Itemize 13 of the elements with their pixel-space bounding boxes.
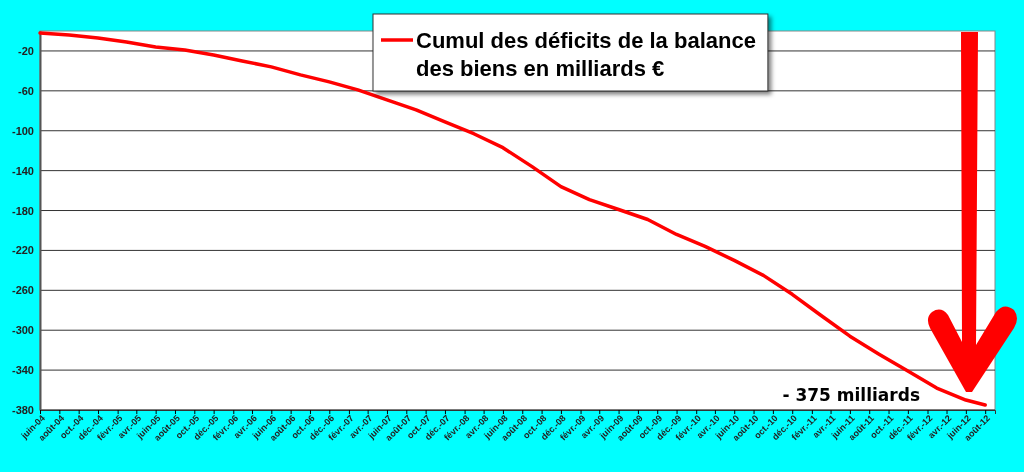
y-tick-label: -20 <box>18 44 34 57</box>
annotation: - 375 milliards <box>782 385 920 405</box>
legend-label: Cumul des déficits de la balance des biens en milliards € <box>416 28 756 81</box>
y-tick-label: -220 <box>11 244 34 257</box>
line-series <box>38 31 987 407</box>
y-tick-label: -100 <box>11 124 34 137</box>
y-tick-label: -300 <box>11 324 34 337</box>
y-tick-label: -340 <box>11 364 34 377</box>
y-tick-label: -180 <box>11 204 34 217</box>
y-tick-label: -380 <box>11 404 34 417</box>
y-tick-label: -140 <box>11 164 34 177</box>
y-tick-label: -60 <box>18 84 34 97</box>
y-tick-label: -260 <box>11 284 34 297</box>
